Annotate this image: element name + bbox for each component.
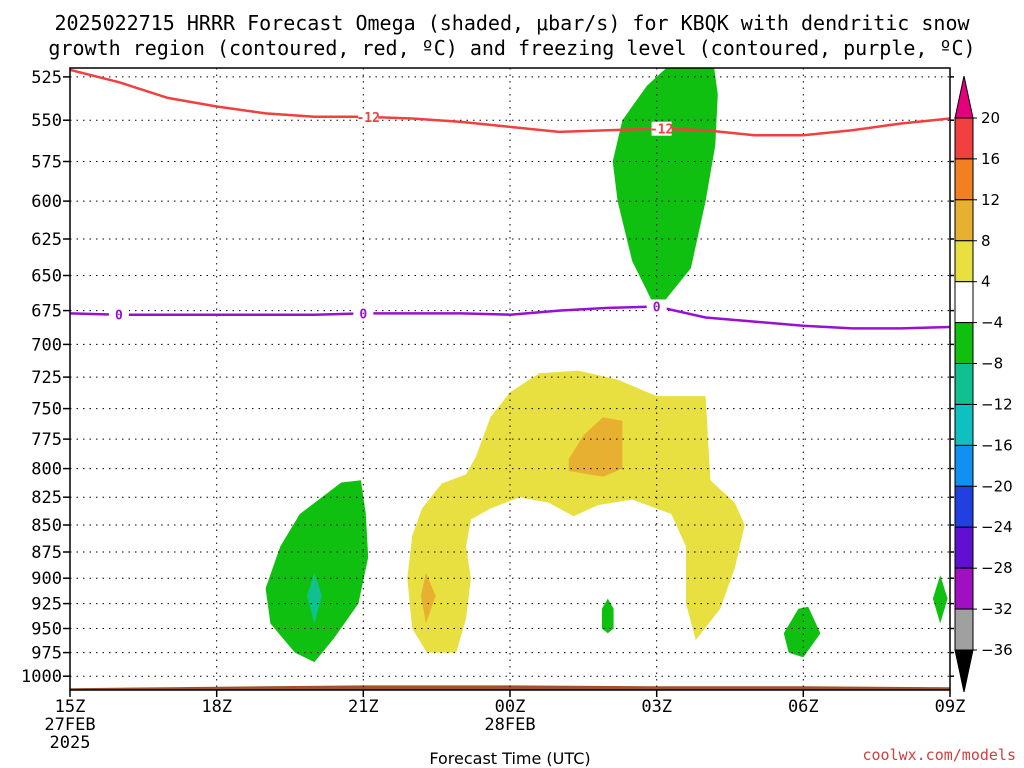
chart-title-line-2: growth region (contoured, red, ºC) and f… bbox=[48, 36, 975, 60]
omega-region bbox=[407, 370, 745, 653]
omega-region bbox=[265, 480, 369, 663]
x-tick-label: 18Z bbox=[201, 697, 232, 717]
freezing-level-contour-label: 0 bbox=[359, 307, 367, 322]
x-tick-label: 2025 bbox=[50, 733, 91, 753]
y-tick-label: 525 bbox=[31, 68, 62, 88]
terrain-layer bbox=[70, 685, 950, 690]
y-tick-label: 600 bbox=[31, 192, 62, 212]
colorbar-label: 8 bbox=[981, 232, 991, 250]
omega-shaded-regions bbox=[265, 68, 948, 663]
chart-title-line-1: 2025022715 HRRR Forecast Omega (shaded, … bbox=[54, 11, 970, 35]
y-tick-label: 550 bbox=[31, 111, 62, 131]
x-tick-label: 03Z bbox=[641, 697, 672, 717]
omega-region bbox=[932, 575, 948, 624]
colorbar-bottom-arrow bbox=[954, 649, 974, 693]
omega-region bbox=[421, 573, 436, 624]
freezing-level-contour-label-bg bbox=[646, 299, 667, 314]
dgz-12c-contour-label-bg bbox=[358, 109, 379, 124]
x-tick-label: 21Z bbox=[348, 697, 379, 717]
y-tick-label: 925 bbox=[31, 595, 62, 615]
omega-region bbox=[783, 606, 821, 658]
dgz-12c-contour-label: -12 bbox=[650, 123, 673, 138]
y-tick-label: 700 bbox=[31, 335, 62, 355]
y-tick-label: 825 bbox=[31, 488, 62, 508]
y-tick-label: 575 bbox=[31, 153, 62, 173]
colorbar-segment bbox=[954, 117, 974, 160]
y-axis: 525 550 575 600 625 650 675 700 725 750 775 800 825 8… bbox=[21, 68, 954, 687]
omega-region bbox=[568, 417, 623, 477]
colorbar-segment bbox=[954, 526, 974, 569]
dgz-12c-contour-label: -12 bbox=[356, 111, 379, 126]
colorbar-label: −16 bbox=[981, 436, 1013, 454]
colorbar-legend: 20 16 12 8 4 −4 −8 −12 −16 −20 −24 −28 −32 −36 bbox=[954, 75, 1013, 693]
y-tick-label: 725 bbox=[31, 368, 62, 388]
y-tick-label: 850 bbox=[31, 516, 62, 536]
y-tick-label: 650 bbox=[31, 267, 62, 287]
colorbar-segment bbox=[954, 363, 974, 405]
y-tick-label: 900 bbox=[31, 569, 62, 589]
y-tick-label: 975 bbox=[31, 644, 62, 664]
dgz-12c-contour-label-bg bbox=[651, 121, 672, 136]
x-tick-label: 06Z bbox=[788, 697, 819, 717]
colorbar-label: −24 bbox=[981, 518, 1013, 536]
x-axis-label: Forecast Time (UTC) bbox=[429, 749, 590, 768]
freezing-level-contour-label-bg bbox=[353, 306, 374, 321]
colorbar-label: 20 bbox=[981, 109, 1000, 127]
freezing-level-contour-label: 0 bbox=[115, 309, 123, 324]
colorbar-segment bbox=[954, 444, 974, 487]
freezing-level-contour-line bbox=[70, 305, 950, 330]
colorbar-segment bbox=[954, 199, 974, 242]
colorbar-label: −12 bbox=[981, 396, 1013, 414]
x-tick-label: 15Z bbox=[55, 697, 86, 717]
terrain-fill bbox=[70, 685, 950, 690]
y-tick-label: 625 bbox=[31, 230, 62, 250]
colorbar-segment bbox=[954, 322, 974, 365]
freezing-level-contour-label-bg bbox=[108, 307, 129, 322]
colorbar-label: 4 bbox=[981, 273, 991, 291]
y-tick-label: 800 bbox=[31, 460, 62, 480]
colorbar-segment bbox=[954, 240, 974, 283]
colorbar-segment bbox=[954, 158, 974, 201]
colorbar-segment bbox=[954, 281, 974, 324]
colorbar-label: 16 bbox=[981, 150, 1000, 168]
colorbar-label: −36 bbox=[981, 641, 1013, 659]
y-tick-label: 750 bbox=[31, 400, 62, 420]
contour-lines: -12 -12 0 0 0 bbox=[70, 68, 950, 330]
colorbar-label: −4 bbox=[981, 314, 1003, 332]
omega-region bbox=[601, 598, 614, 634]
colorbar-label: 12 bbox=[981, 191, 1000, 209]
omega-region bbox=[307, 573, 322, 624]
colorbar-segment bbox=[954, 485, 974, 528]
dgz-12c-contour-line bbox=[70, 68, 950, 137]
x-tick-label: 28FEB bbox=[484, 715, 535, 735]
colorbar-segment bbox=[954, 567, 974, 610]
colorbar-label: −28 bbox=[981, 559, 1013, 577]
colorbar-label: −20 bbox=[981, 477, 1013, 495]
y-tick-label: 1000 bbox=[21, 667, 62, 687]
x-tick-label: 27FEB bbox=[44, 715, 95, 735]
colorbar-segment bbox=[954, 608, 974, 651]
colorbar-label: −32 bbox=[981, 600, 1013, 618]
y-tick-label: 775 bbox=[31, 430, 62, 450]
freezing-level-contour-label: 0 bbox=[653, 301, 661, 316]
x-tick-label: 09Z bbox=[935, 697, 966, 717]
y-tick-label: 950 bbox=[31, 620, 62, 640]
colorbar-label: −8 bbox=[981, 355, 1003, 373]
colorbar-segment bbox=[954, 404, 974, 446]
source-credit: coolwx.com/models bbox=[862, 746, 1016, 764]
y-tick-label: 875 bbox=[31, 543, 62, 563]
y-tick-label: 675 bbox=[31, 302, 62, 322]
x-tick-label: 00Z bbox=[495, 697, 526, 717]
